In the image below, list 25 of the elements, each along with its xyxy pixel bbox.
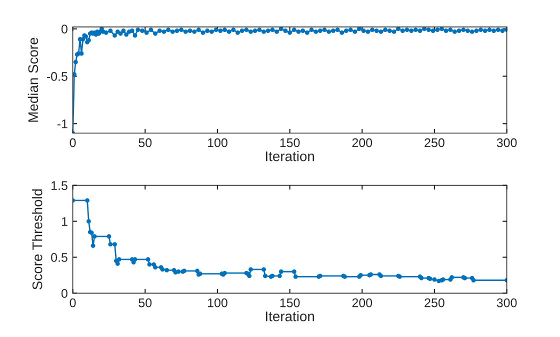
x-tick-label: 250: [424, 138, 444, 148]
x-tick-label: 50: [138, 298, 152, 308]
y-tick-label: 0: [61, 24, 68, 34]
x-tick-label: 100: [208, 298, 228, 308]
y-tick-label: -0.5: [46, 72, 68, 81]
x-tick-label: 50: [138, 138, 152, 148]
x-tick-label: 250: [424, 298, 444, 308]
x-tick-label: 200: [352, 138, 372, 148]
y-axis-title: Score Threshold: [32, 189, 42, 290]
y-tick-label: 1: [62, 217, 68, 226]
x-tick-label: 0: [70, 138, 76, 148]
x-tick-label: 0: [70, 298, 76, 308]
x-tick-label: 300: [496, 138, 517, 148]
x-axis-title: Iteration: [266, 151, 314, 162]
y-tick-label: -1: [57, 120, 68, 128]
x-axis-title: Iteration: [266, 311, 314, 322]
x-tick-label: 300: [496, 298, 517, 308]
y-tick-label: 1.5: [52, 181, 68, 190]
x-tick-label: 100: [208, 138, 228, 148]
y-tick-label: 0: [61, 288, 68, 298]
x-tick-label: 150: [280, 298, 300, 308]
y-axis-title: Median Score: [28, 38, 38, 122]
x-tick-label: 150: [280, 138, 300, 148]
y-tick-label: 0.5: [51, 253, 68, 262]
x-tick-label: 200: [352, 298, 372, 308]
